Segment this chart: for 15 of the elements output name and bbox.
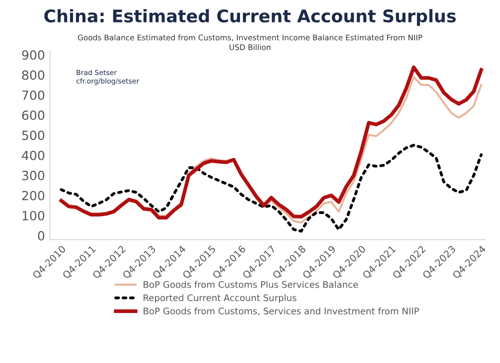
legend-label: BoP Goods from Customs Plus Services Balance (144, 280, 358, 288)
y-tick-label: 600 (22, 110, 44, 120)
legend-label: BoP Goods from Customs, Services and Investment from NIIP (144, 307, 419, 316)
y-tick-label: 300 (22, 170, 44, 180)
chart-title: China: Estimated Current Account Surplus (44, 9, 456, 26)
line-series (60, 144, 483, 233)
y-tick-label: 400 (22, 150, 44, 160)
y-tick-label: 800 (22, 70, 44, 80)
y-tick-label: 0 (38, 231, 44, 240)
y-tick-label: 900 (22, 50, 44, 60)
y-tick-label: 700 (22, 90, 44, 100)
legend-label: Reported Current Account Surplus (144, 294, 296, 303)
y-tick-label: 100 (22, 210, 44, 220)
y-tick-label: 500 (22, 130, 44, 140)
y-tick-label: 200 (22, 190, 44, 200)
